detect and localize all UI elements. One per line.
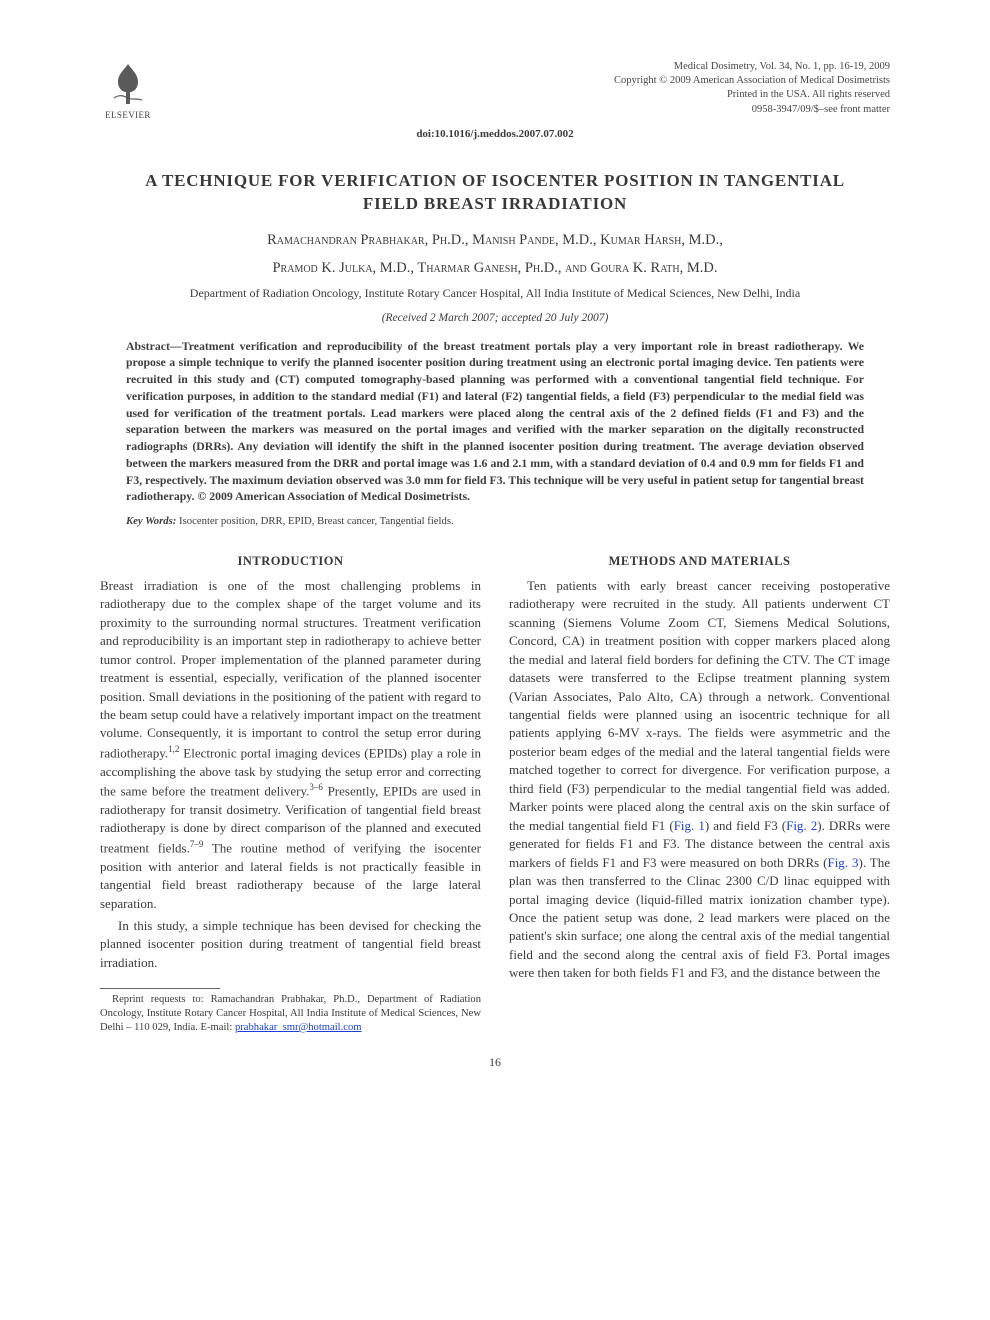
methods-text: ) and field F3 (	[705, 818, 786, 833]
intro-paragraph: Breast irradiation is one of the most ch…	[100, 577, 481, 913]
figure-ref-link[interactable]: Fig. 2	[786, 818, 817, 833]
citation-superscript: 3–6	[309, 782, 323, 792]
citation-superscript: 1,2	[168, 744, 179, 754]
methods-text: Ten patients with early breast cancer re…	[509, 578, 890, 833]
citation-superscript: 7–9	[190, 839, 204, 849]
affiliation: Department of Radiation Oncology, Instit…	[100, 285, 890, 301]
journal-meta-line: Medical Dosimetry, Vol. 34, No. 1, pp. 1…	[614, 60, 890, 74]
page-number: 16	[100, 1055, 890, 1070]
two-column-body: INTRODUCTION Breast irradiation is one o…	[100, 553, 890, 1035]
abstract: Abstract—Treatment verification and repr…	[126, 338, 864, 506]
journal-meta-line: Copyright © 2009 American Association of…	[614, 74, 890, 88]
authors-line: Pramod K. Julka, M.D., Tharmar Ganesh, P…	[100, 258, 890, 280]
methods-text: ). The plan was then transferred to the …	[509, 855, 890, 981]
keywords: Key Words: Isocenter position, DRR, EPID…	[126, 515, 864, 527]
figure-ref-link[interactable]: Fig. 1	[674, 818, 705, 833]
journal-meta: Medical Dosimetry, Vol. 34, No. 1, pp. 1…	[614, 60, 890, 117]
authors-line: Ramachandran Prabhakar, Ph.D., Manish Pa…	[100, 230, 890, 252]
author-email-link[interactable]: prabhakar_smr@hotmail.com	[235, 1022, 362, 1033]
methods-heading: METHODS AND MATERIALS	[509, 553, 890, 571]
keywords-label: Key Words:	[126, 515, 176, 527]
article-title: A TECHNIQUE FOR VERIFICATION OF ISOCENTE…	[130, 170, 860, 216]
header-row: ELSEVIER Medical Dosimetry, Vol. 34, No.…	[100, 60, 890, 122]
reprint-footnote: Reprint requests to: Ramachandran Prabha…	[100, 993, 481, 1034]
publisher-label: ELSEVIER	[105, 110, 151, 120]
journal-meta-line: 0958-3947/09/$–see front matter	[614, 103, 890, 117]
elsevier-tree-icon	[104, 60, 152, 108]
doi: doi:10.1016/j.meddos.2007.07.002	[100, 128, 890, 140]
left-column: INTRODUCTION Breast irradiation is one o…	[100, 553, 481, 1035]
footnote-rule	[100, 988, 220, 989]
figure-ref-link[interactable]: Fig. 3	[827, 855, 858, 870]
intro-paragraph: In this study, a simple technique has be…	[100, 917, 481, 972]
right-column: METHODS AND MATERIALS Ten patients with …	[509, 553, 890, 1035]
methods-paragraph: Ten patients with early breast cancer re…	[509, 577, 890, 983]
journal-meta-line: Printed in the USA. All rights reserved	[614, 88, 890, 102]
intro-text: Breast irradiation is one of the most ch…	[100, 578, 481, 760]
publisher-logo: ELSEVIER	[100, 60, 156, 122]
introduction-heading: INTRODUCTION	[100, 553, 481, 571]
received-accepted-dates: (Received 2 March 2007; accepted 20 July…	[100, 312, 890, 324]
page-container: ELSEVIER Medical Dosimetry, Vol. 34, No.…	[0, 0, 990, 1120]
keywords-text: Isocenter position, DRR, EPID, Breast ca…	[176, 515, 453, 527]
